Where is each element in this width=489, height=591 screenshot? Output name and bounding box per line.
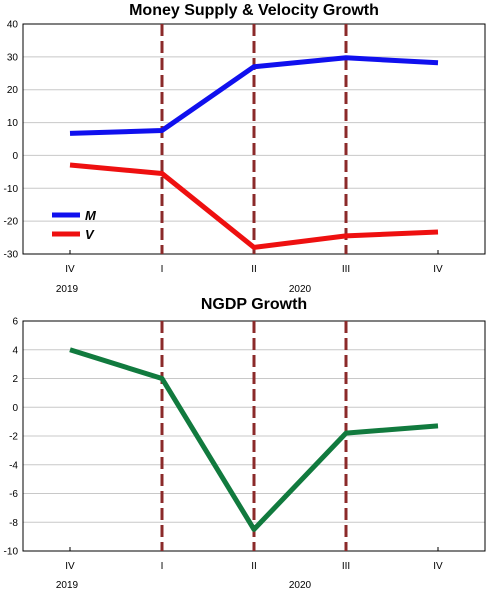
y-tick-label: -10 [4, 547, 19, 558]
y-tick-label: 0 [12, 403, 18, 414]
year-label: 2019 [56, 284, 79, 295]
y-tick-label: 4 [12, 345, 18, 356]
x-tick-label: II [251, 561, 257, 572]
chart-panel-1: Money Supply & Velocity Growth 40 30 20 10 0 -… [4, 2, 486, 295]
y-tick-label: 6 [12, 317, 18, 328]
series-line-series-1 [69, 347, 439, 532]
y-tick-label: -20 [4, 217, 19, 228]
y-tick-label: 40 [7, 20, 19, 31]
series-line-M [69, 55, 439, 136]
chart-title: Money Supply & Velocity Growth [129, 2, 379, 19]
y-tick-label: 30 [7, 52, 19, 63]
chart-title: NGDP Growth [201, 296, 307, 313]
y-tick-label: -6 [9, 489, 18, 500]
year-label: 2020 [289, 284, 312, 295]
x-tick-label: I [161, 561, 164, 572]
x-tick-label: IV [65, 561, 75, 572]
x-tick-label: I [161, 264, 164, 275]
legend-label-V: V [85, 227, 95, 242]
y-tick-label: -30 [4, 250, 19, 261]
x-tick-label: IV [433, 264, 443, 275]
x-tick-label: IV [433, 561, 443, 572]
year-label: 2019 [56, 580, 79, 591]
y-tick-label: -10 [4, 184, 19, 195]
x-tick-label: II [251, 264, 257, 275]
y-tick-label: -2 [9, 432, 18, 443]
y-tick-label: 2 [12, 374, 18, 385]
series-line-V [69, 162, 439, 250]
y-tick-label: 0 [12, 151, 18, 162]
y-tick-label: 20 [7, 85, 19, 96]
y-tick-label: -8 [9, 518, 18, 529]
y-tick-label: -4 [9, 460, 18, 471]
year-label: 2020 [289, 580, 312, 591]
x-tick-label: III [342, 561, 350, 572]
legend: MV [52, 208, 97, 242]
x-tick-label: III [342, 264, 350, 275]
y-tick-label: 10 [7, 118, 19, 129]
x-tick-label: IV [65, 264, 75, 275]
legend-label-M: M [85, 208, 97, 223]
